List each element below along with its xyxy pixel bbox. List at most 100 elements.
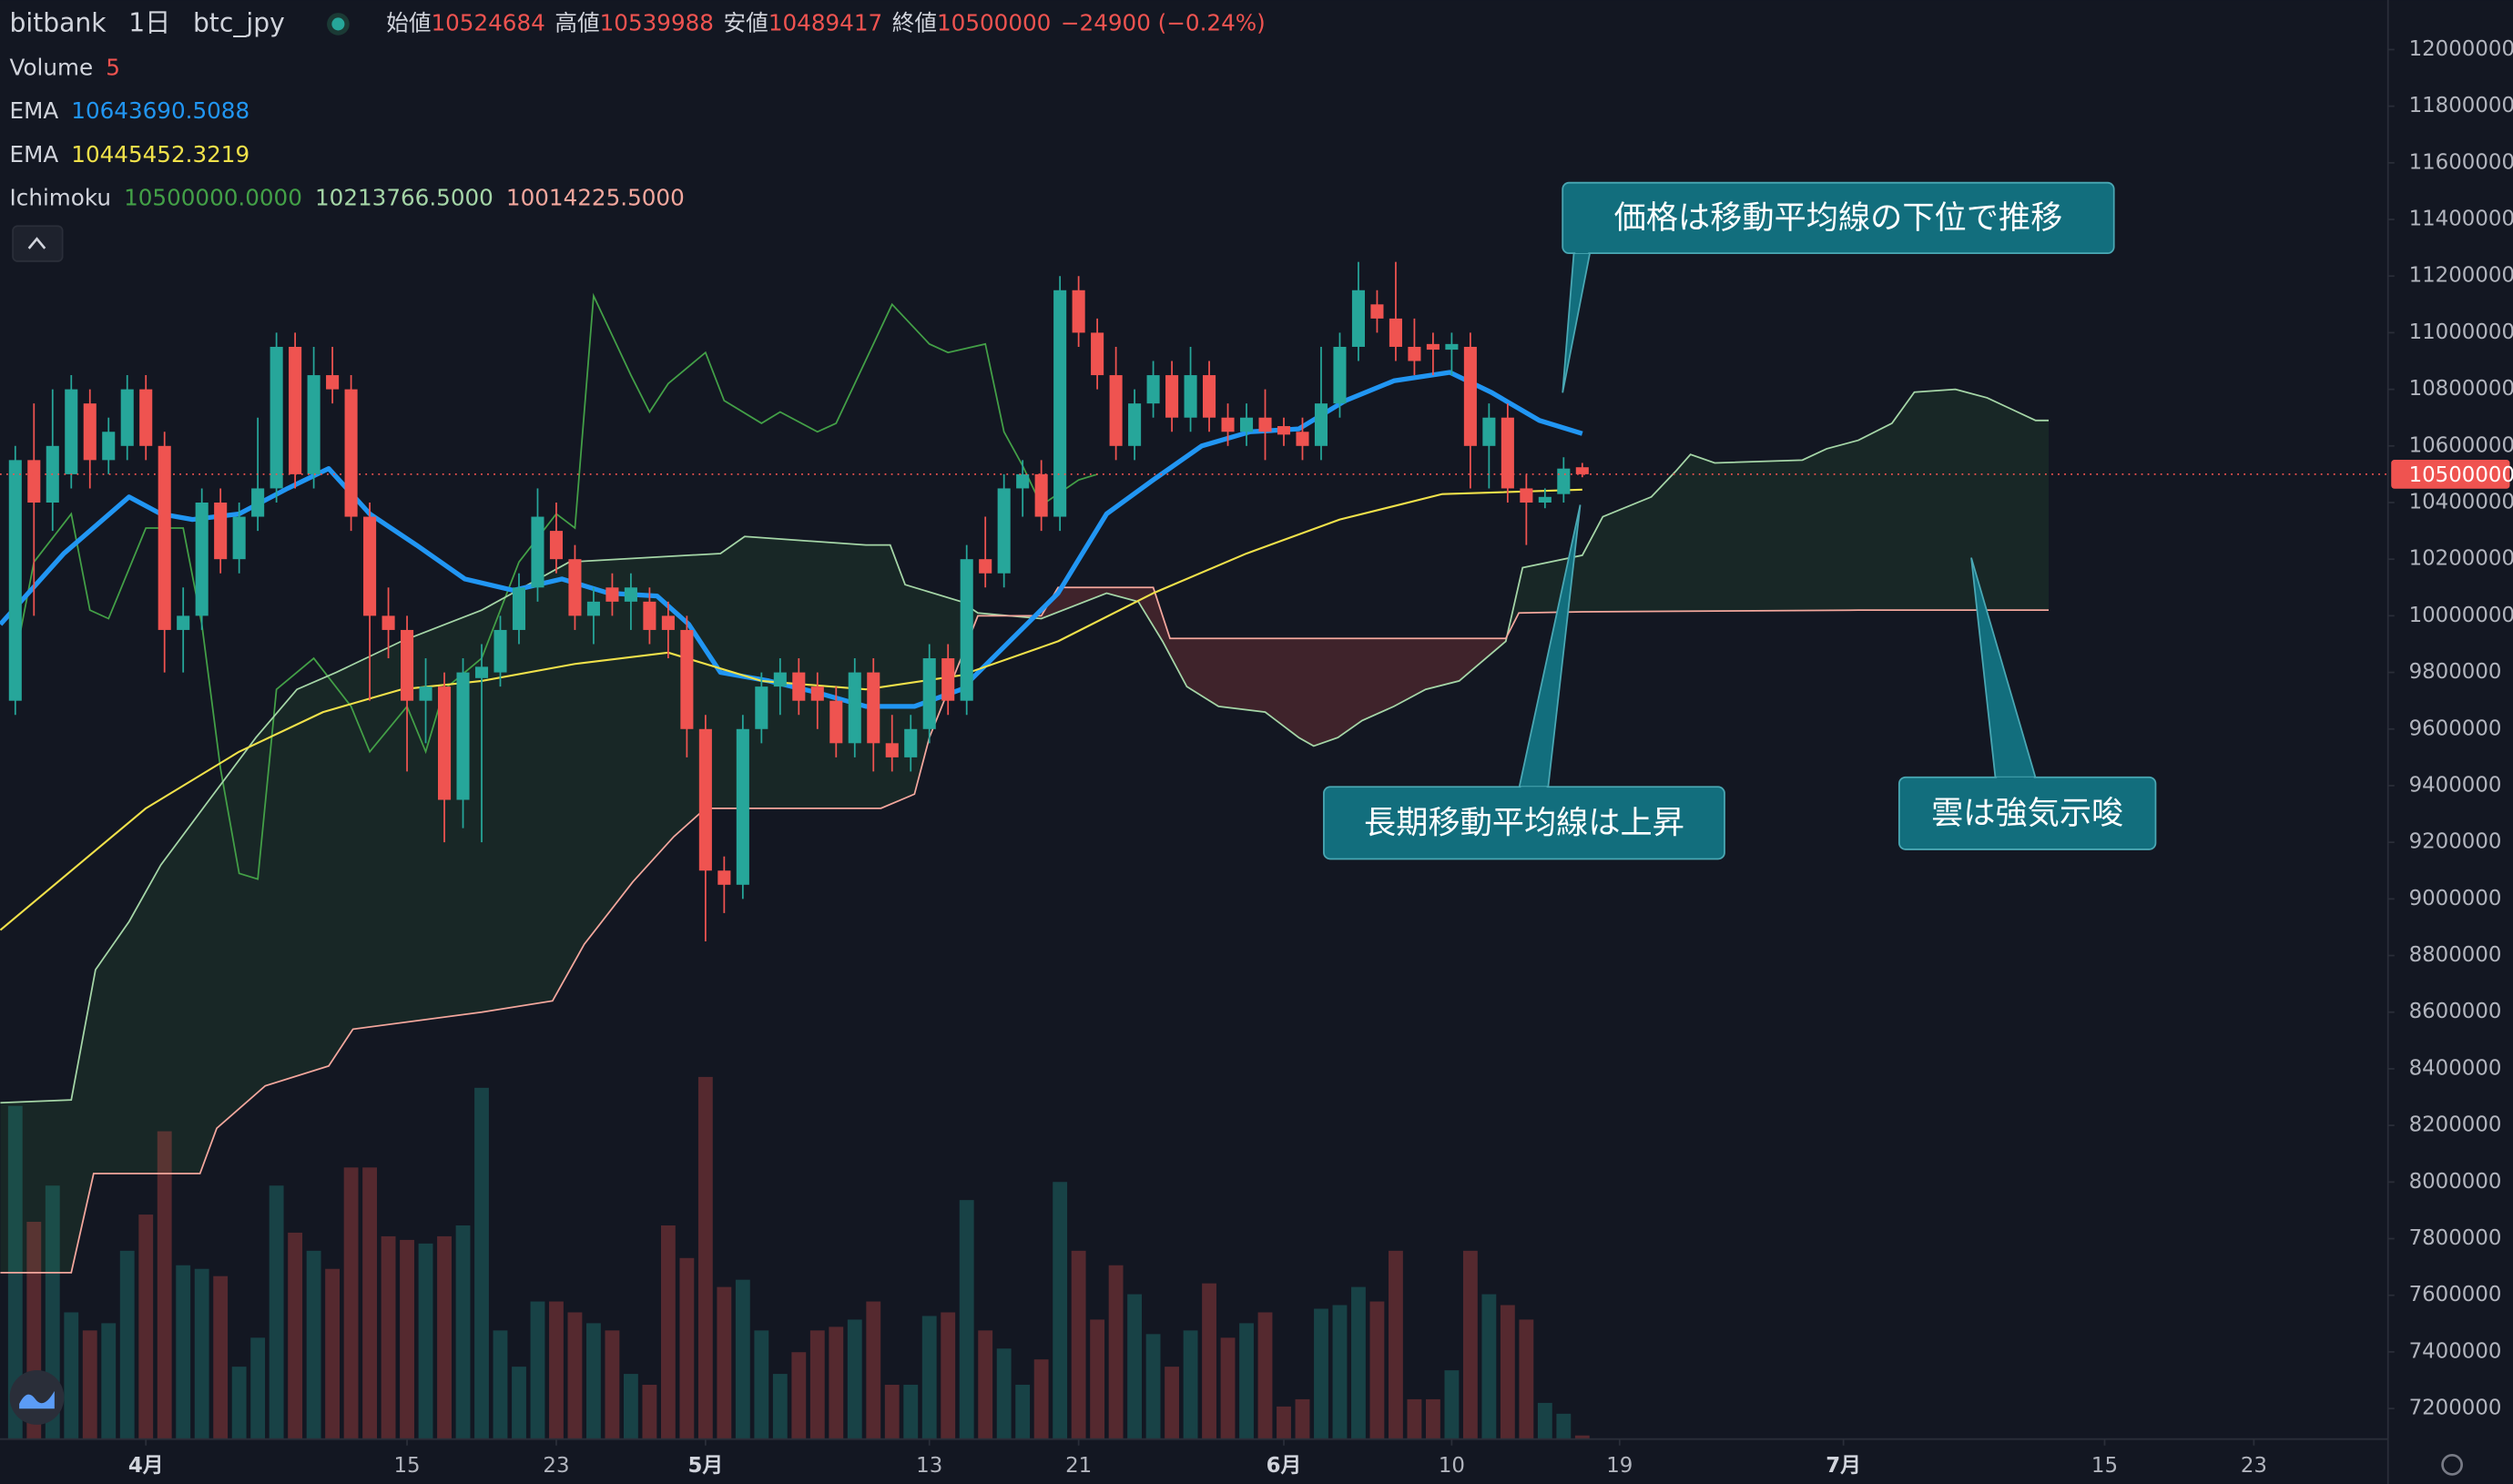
candle-layer <box>8 261 1589 942</box>
volume-bar <box>1389 1250 1403 1439</box>
candle-body <box>363 516 377 616</box>
y-tick-label: 11000000 <box>2409 320 2513 344</box>
volume-bar <box>1500 1305 1515 1439</box>
volume-bar <box>1108 1265 1124 1439</box>
candle-body <box>1575 467 1589 474</box>
volume-bar <box>250 1337 266 1439</box>
callout-joint <box>1997 777 2034 779</box>
legend-volume[interactable]: Volume 5 <box>10 55 120 81</box>
volume-bar <box>754 1330 769 1439</box>
candle-body <box>1408 346 1421 361</box>
y-tick-label: 12000000 <box>2409 37 2513 61</box>
cloud-layer <box>0 389 2050 1273</box>
candle-body <box>979 559 992 574</box>
y-tick-label: 9400000 <box>2409 773 2502 797</box>
legend-value: 10643690.5088 <box>71 97 249 124</box>
y-tick-label: 11200000 <box>2409 264 2513 288</box>
volume-bar <box>1257 1312 1273 1439</box>
volume-bar <box>1127 1294 1143 1439</box>
candle-body <box>456 672 470 800</box>
candle-body <box>586 601 600 616</box>
volume-bar <box>996 1348 1012 1439</box>
volume-bar <box>269 1185 284 1439</box>
volume-bar <box>1351 1286 1366 1439</box>
settings-button[interactable] <box>2441 1453 2463 1476</box>
candle-body <box>717 870 731 885</box>
candle-body <box>1016 473 1030 489</box>
callout-joint <box>1521 787 1547 789</box>
axis-layer: 7200000 7400000 7600000 7800000 8000000 82000… <box>0 37 2513 1478</box>
x-tick-label: 4月 <box>128 1454 164 1478</box>
y-tick-label: 10000000 <box>2409 604 2513 627</box>
candle-body <box>27 460 41 503</box>
volume-bar <box>1369 1301 1385 1439</box>
candle-body <box>773 672 787 687</box>
y-tick-label: 8400000 <box>2409 1056 2502 1080</box>
legend-ema[interactable]: EMA 10445452.3219 <box>10 141 250 168</box>
x-tick-label: 21 <box>1065 1454 1092 1478</box>
y-tick-label: 8000000 <box>2409 1170 2502 1194</box>
volume-bar <box>64 1312 79 1439</box>
candle-body <box>65 389 78 474</box>
candle-body <box>1333 346 1347 404</box>
volume-bar <box>325 1268 341 1439</box>
volume-bar <box>82 1330 97 1439</box>
candle-body <box>867 672 880 744</box>
ohlc-line: 始値10524684 高値10539988 安値10489417 終値10500000… <box>386 9 1266 36</box>
volume-bar <box>791 1352 807 1439</box>
candle-body <box>1184 375 1197 418</box>
legend-value: 10014225.5000 <box>506 184 685 210</box>
candle-body <box>643 601 656 630</box>
candle-body <box>1146 375 1160 404</box>
candle-body <box>661 615 675 630</box>
candle-body <box>1165 375 1179 418</box>
y-tick-label: 11600000 <box>2409 150 2513 174</box>
volume-bar <box>1425 1398 1440 1439</box>
legend-ema[interactable]: EMA 10643690.5088 <box>10 97 250 124</box>
volume-bar <box>829 1326 844 1439</box>
volume-bar <box>884 1385 900 1439</box>
volume-bar <box>1220 1337 1236 1439</box>
candle-body <box>289 346 302 474</box>
y-tick-label: 7400000 <box>2409 1339 2502 1363</box>
candle-body <box>1203 375 1216 418</box>
volume-bar <box>978 1330 993 1439</box>
volume-bar <box>567 1312 583 1439</box>
candle-body <box>1091 332 1104 376</box>
volume-bar <box>1407 1398 1422 1439</box>
candle-body <box>829 700 843 744</box>
collapse-button[interactable] <box>12 225 64 262</box>
y-tick-label: 11800000 <box>2409 94 2513 117</box>
candle-body <box>270 346 283 489</box>
candle-body <box>1426 343 1440 351</box>
volume-bar <box>1071 1250 1086 1439</box>
volume-bar <box>1239 1323 1254 1439</box>
candle-body <box>232 516 246 560</box>
volume-bar <box>1481 1294 1497 1439</box>
candle-body <box>1053 290 1067 517</box>
logo-icon <box>19 1390 55 1409</box>
candle-body <box>605 587 619 602</box>
candle-body <box>1520 488 1533 503</box>
y-tick-label: 8600000 <box>2409 1000 2502 1023</box>
candle-body <box>941 658 955 701</box>
x-tick-label: 6月 <box>1267 1454 1302 1478</box>
legend-ichimoku[interactable]: Ichimoku 10500000.0000 10213766.5000 100142… <box>10 184 685 210</box>
pair[interactable]: btc_jpy <box>193 7 285 37</box>
candle-body <box>922 658 936 729</box>
candle-body <box>120 389 134 446</box>
candle-body <box>1221 417 1235 432</box>
volume-bar <box>176 1265 191 1439</box>
volume-bar <box>941 1312 956 1439</box>
x-tick-label: 7月 <box>1826 1454 1861 1478</box>
interval[interactable]: 1日 <box>128 7 170 37</box>
cloud-bullish <box>0 389 2050 1273</box>
legend-name: EMA <box>10 141 59 168</box>
y-tick-label: 10600000 <box>2409 433 2513 457</box>
logo-button[interactable] <box>9 1370 65 1425</box>
x-tick-label: 19 <box>1606 1454 1633 1478</box>
candle-body <box>736 728 749 885</box>
symbol[interactable]: bitbank <box>10 7 107 37</box>
